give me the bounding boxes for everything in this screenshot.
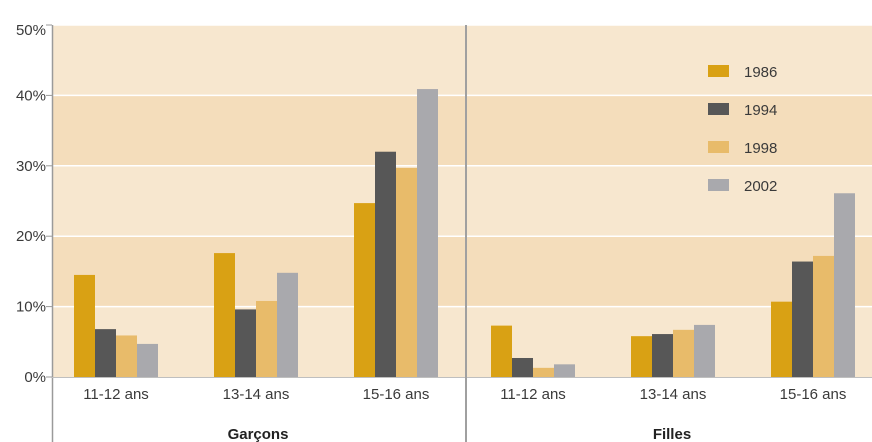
bars <box>74 89 855 378</box>
background-band <box>52 306 872 377</box>
bar-garcons-13-14-ans-1986 <box>214 253 235 377</box>
bar-filles-15-16-ans-1998 <box>813 255 834 377</box>
legend-label: 1994 <box>744 102 777 119</box>
y-tick-label: 0% <box>24 369 46 386</box>
bar-garcons-11-12-ans-1994 <box>95 329 116 377</box>
y-tick-label: 40% <box>16 87 46 104</box>
background-band <box>52 165 872 237</box>
legend-label: 1986 <box>744 64 777 81</box>
gridlines <box>52 24 872 308</box>
bar-filles-11-12-ans-2002 <box>554 364 575 377</box>
bar-filles-11-12-ans-1986 <box>491 325 512 377</box>
category-label: 11-12 ans <box>83 386 149 403</box>
bar-garcons-13-14-ans-2002 <box>277 272 298 377</box>
y-tick-label: 20% <box>16 228 46 245</box>
y-tick-label: 50% <box>16 22 46 39</box>
background-bands <box>52 25 872 377</box>
bar-filles-15-16-ans-2002 <box>834 193 855 377</box>
background-band <box>52 25 872 96</box>
bar-filles-15-16-ans-1986 <box>771 301 792 377</box>
category-label: 15-16 ans <box>363 386 430 403</box>
bar-garcons-11-12-ans-2002 <box>137 343 158 377</box>
bar-garcons-11-12-ans-1998 <box>116 335 137 377</box>
legend-swatch <box>708 65 729 77</box>
bar-filles-11-12-ans-1998 <box>533 367 554 377</box>
group-labels: Garçons Filles <box>228 426 692 442</box>
background-band <box>52 236 872 307</box>
bar-garcons-13-14-ans-1998 <box>256 300 277 377</box>
bar-garcons-15-16-ans-2002 <box>417 89 438 378</box>
y-axis-tick-labels: 0% 10% 20% 30% 40% 50% <box>16 22 52 386</box>
bar-garcons-13-14-ans-1994 <box>235 309 256 377</box>
group-label: Garçons <box>228 426 289 442</box>
bar-filles-13-14-ans-2002 <box>694 324 715 377</box>
legend-swatch <box>708 179 729 191</box>
bar-filles-13-14-ans-1994 <box>652 334 673 377</box>
legend-swatch <box>708 141 729 153</box>
bar-filles-13-14-ans-1998 <box>673 329 694 377</box>
legend: 1986 1994 1998 2002 <box>708 64 777 195</box>
axes <box>51 25 872 442</box>
group-label: Filles <box>653 426 691 442</box>
legend-label: 1998 <box>744 140 777 157</box>
category-label: 11-12 ans <box>500 386 566 403</box>
background-band <box>52 95 872 166</box>
bar-filles-11-12-ans-1994 <box>512 357 533 377</box>
legend-label: 2002 <box>744 178 777 195</box>
category-label: 13-14 ans <box>640 386 707 403</box>
bar-garcons-15-16-ans-1998 <box>396 167 417 377</box>
legend-swatch <box>708 103 729 115</box>
y-tick-label: 30% <box>16 158 46 175</box>
bar-garcons-15-16-ans-1994 <box>375 151 396 377</box>
bar-filles-15-16-ans-1994 <box>792 261 813 377</box>
bar-garcons-11-12-ans-1986 <box>74 274 95 377</box>
y-tick-label: 10% <box>16 299 46 316</box>
bar-filles-13-14-ans-1986 <box>631 336 652 377</box>
category-label: 15-16 ans <box>780 386 847 403</box>
category-label: 13-14 ans <box>223 386 290 403</box>
bar-garcons-15-16-ans-1986 <box>354 203 375 377</box>
x-axis-category-labels: 11-12 ans 13-14 ans 15-16 ans 11-12 ans 13-1… <box>83 386 846 403</box>
